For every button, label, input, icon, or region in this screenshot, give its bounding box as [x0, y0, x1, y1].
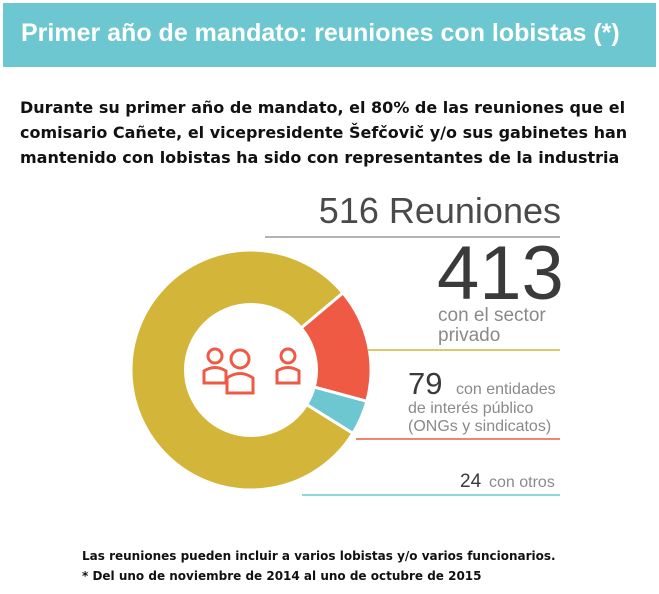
title-banner: Primer año de mandato: reuniones con lob…: [3, 3, 656, 67]
footnote-meetings: Las reuniones pueden incluir a varios lo…: [82, 549, 556, 563]
others-label: con otros: [489, 474, 555, 491]
others-value: 24: [460, 471, 482, 492]
private-sector-label: con el sector privado: [438, 305, 546, 346]
public-interest-label-detail: de interés público (ONGs y sindicatos): [408, 400, 552, 435]
donut-hole: [184, 303, 318, 437]
intro-text: Durante su primer año de mandato, el 80%…: [20, 98, 628, 167]
public-interest-value: 79: [408, 366, 443, 401]
public-interest-label: con entidades: [456, 381, 556, 398]
private-sector-value: 413: [437, 231, 564, 316]
total-label: 516 Reuniones: [318, 190, 561, 231]
page-title: Primer año de mandato: reuniones con lob…: [21, 19, 620, 47]
footnote-period: * Del uno de noviembre de 2014 al uno de…: [82, 569, 482, 583]
people-group-icon: [202, 347, 301, 395]
